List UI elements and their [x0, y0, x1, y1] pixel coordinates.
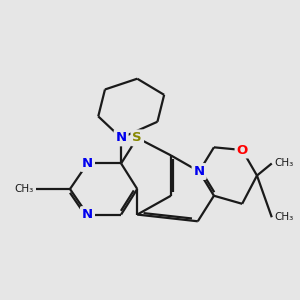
Text: N: N — [116, 131, 127, 144]
Text: N: N — [82, 208, 93, 221]
Text: CH₃: CH₃ — [14, 184, 34, 194]
Text: S: S — [132, 131, 142, 144]
Text: CH₃: CH₃ — [274, 158, 294, 169]
Text: CH₃: CH₃ — [274, 212, 294, 222]
Text: N: N — [82, 157, 93, 170]
Text: N: N — [194, 165, 205, 178]
Text: O: O — [236, 143, 248, 157]
